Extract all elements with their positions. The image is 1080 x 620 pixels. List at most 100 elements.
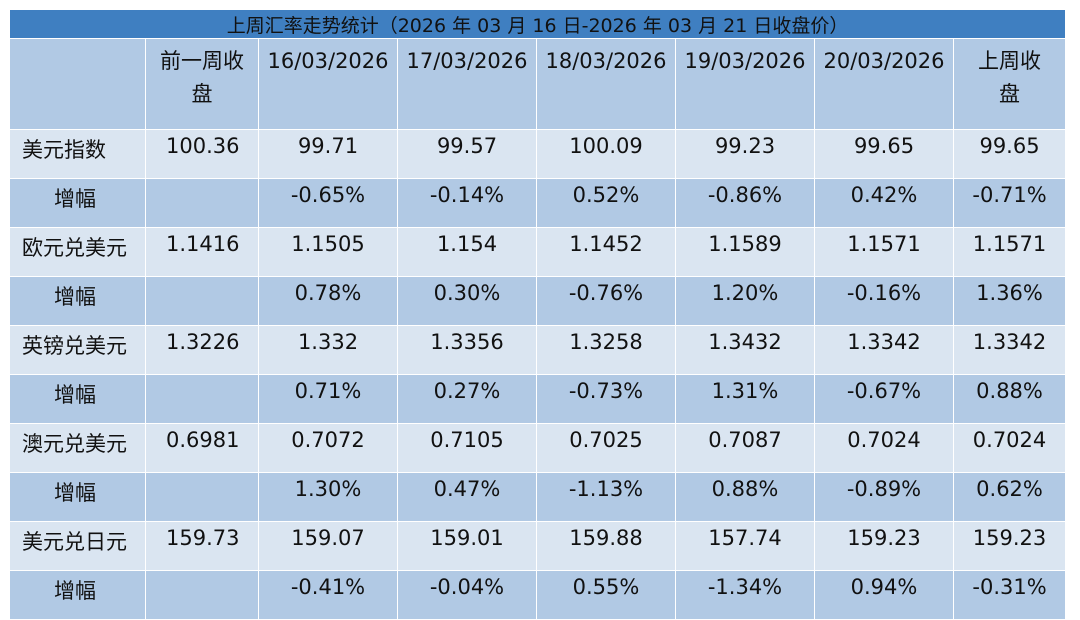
day-value-cell: -0.14% <box>397 178 537 228</box>
prev-close-cell <box>145 276 259 326</box>
day-value-cell: 1.31% <box>675 374 815 424</box>
last-close-cell: 1.3342 <box>952 325 1067 375</box>
day-value-cell: -0.73% <box>536 374 676 424</box>
day-value-cell: 1.1505 <box>258 227 398 277</box>
last-close-cell: 99.65 <box>952 129 1067 179</box>
row-label: 美元兑日元 <box>9 521 146 571</box>
day-value-cell: -0.04% <box>397 570 537 620</box>
last-close-cell: 159.23 <box>952 521 1067 571</box>
table-row: 美元兑日元 159.73 159.07 159.01 159.88 157.74 159.2… <box>9 521 1067 571</box>
table-row: 增幅 0.78% 0.30% -0.76% 1.20% -0.16% 1.36% <box>9 276 1067 326</box>
header-last-close: 上周收盘 <box>952 38 1067 130</box>
row-label: 增幅 <box>9 570 146 620</box>
day-value-cell: 99.23 <box>675 129 815 179</box>
day-value-cell: 0.27% <box>397 374 537 424</box>
last-close-cell: 0.88% <box>952 374 1067 424</box>
row-label: 澳元兑美元 <box>9 423 146 473</box>
day-value-cell: -0.65% <box>258 178 398 228</box>
last-close-cell: 0.7024 <box>952 423 1067 473</box>
day-value-cell: 0.55% <box>536 570 676 620</box>
day-value-cell: -1.13% <box>536 472 676 522</box>
day-value-cell: 0.7087 <box>675 423 815 473</box>
day-value-cell: 1.30% <box>258 472 398 522</box>
day-value-cell: 0.94% <box>814 570 954 620</box>
day-value-cell: 0.52% <box>536 178 676 228</box>
header-date: 17/03/2026 <box>397 38 537 130</box>
table-body: 美元指数 100.36 99.71 99.57 100.09 99.23 99.65 99.6… <box>9 129 1067 620</box>
header-date: 18/03/2026 <box>536 38 676 130</box>
header-date: 16/03/2026 <box>258 38 398 130</box>
table-row: 英镑兑美元 1.3226 1.332 1.3356 1.3258 1.3432 1.3342… <box>9 325 1067 375</box>
day-value-cell: 1.3342 <box>814 325 954 375</box>
prev-close-cell: 1.3226 <box>145 325 259 375</box>
table-row: 增幅 -0.41% -0.04% 0.55% -1.34% 0.94% -0.31% <box>9 570 1067 620</box>
prev-close-cell <box>145 178 259 228</box>
day-value-cell: 0.30% <box>397 276 537 326</box>
row-label: 增幅 <box>9 374 146 424</box>
day-value-cell: -0.76% <box>536 276 676 326</box>
last-close-cell: -0.31% <box>952 570 1067 620</box>
day-value-cell: 157.74 <box>675 521 815 571</box>
prev-close-cell: 0.6981 <box>145 423 259 473</box>
day-value-cell: 99.57 <box>397 129 537 179</box>
table-row: 澳元兑美元 0.6981 0.7072 0.7105 0.7025 0.7087 0.702… <box>9 423 1067 473</box>
table-row: 欧元兑美元 1.1416 1.1505 1.154 1.1452 1.1589 1.1571… <box>9 227 1067 277</box>
prev-close-cell <box>145 570 259 620</box>
day-value-cell: 1.20% <box>675 276 815 326</box>
day-value-cell: 1.154 <box>397 227 537 277</box>
table-row: 增幅 -0.65% -0.14% 0.52% -0.86% 0.42% -0.71% <box>9 178 1067 228</box>
last-close-cell: 0.62% <box>952 472 1067 522</box>
day-value-cell: -0.89% <box>814 472 954 522</box>
table-row: 增幅 1.30% 0.47% -1.13% 0.88% -0.89% 0.62% <box>9 472 1067 522</box>
day-value-cell: 99.65 <box>814 129 954 179</box>
prev-close-cell: 100.36 <box>145 129 259 179</box>
prev-close-cell: 159.73 <box>145 521 259 571</box>
day-value-cell: 0.7024 <box>814 423 954 473</box>
prev-close-cell: 1.1416 <box>145 227 259 277</box>
day-value-cell: 1.3356 <box>397 325 537 375</box>
header-corner <box>9 38 146 130</box>
last-close-cell: -0.71% <box>952 178 1067 228</box>
fx-weekly-table-container: 上周汇率走势统计（2026 年 03 月 16 日-2026 年 03 月 21… <box>8 9 1067 620</box>
title-row: 上周汇率走势统计（2026 年 03 月 16 日-2026 年 03 月 21… <box>8 9 1067 39</box>
prev-close-cell <box>145 472 259 522</box>
header-date: 19/03/2026 <box>675 38 815 130</box>
header-prev-close: 前一周收盘 <box>145 38 259 130</box>
table-row: 美元指数 100.36 99.71 99.57 100.09 99.23 99.65 99.6… <box>9 129 1067 179</box>
table-row: 增幅 0.71% 0.27% -0.73% 1.31% -0.67% 0.88% <box>9 374 1067 424</box>
day-value-cell: -0.41% <box>258 570 398 620</box>
table-title: 上周汇率走势统计（2026 年 03 月 16 日-2026 年 03 月 21… <box>8 9 1067 39</box>
day-value-cell: 0.71% <box>258 374 398 424</box>
day-value-cell: 1.1589 <box>675 227 815 277</box>
row-label: 欧元兑美元 <box>9 227 146 277</box>
day-value-cell: 1.1571 <box>814 227 954 277</box>
row-label: 美元指数 <box>9 129 146 179</box>
day-value-cell: 0.78% <box>258 276 398 326</box>
day-value-cell: 159.07 <box>258 521 398 571</box>
day-value-cell: 0.7072 <box>258 423 398 473</box>
header-date: 20/03/2026 <box>814 38 954 130</box>
row-label: 英镑兑美元 <box>9 325 146 375</box>
day-value-cell: 0.7025 <box>536 423 676 473</box>
header-row: 前一周收盘 16/03/2026 17/03/2026 18/03/2026 1… <box>9 38 1067 130</box>
day-value-cell: 0.88% <box>675 472 815 522</box>
day-value-cell: 99.71 <box>258 129 398 179</box>
day-value-cell: -0.86% <box>675 178 815 228</box>
row-label: 增幅 <box>9 472 146 522</box>
row-label: 增幅 <box>9 276 146 326</box>
day-value-cell: -0.16% <box>814 276 954 326</box>
day-value-cell: 1.3432 <box>675 325 815 375</box>
day-value-cell: 0.42% <box>814 178 954 228</box>
last-close-cell: 1.1571 <box>952 227 1067 277</box>
last-close-cell: 1.36% <box>952 276 1067 326</box>
day-value-cell: 159.01 <box>397 521 537 571</box>
day-value-cell: 1.332 <box>258 325 398 375</box>
row-label: 增幅 <box>9 178 146 228</box>
fx-weekly-table: 上周汇率走势统计（2026 年 03 月 16 日-2026 年 03 月 21… <box>8 9 1067 620</box>
day-value-cell: -1.34% <box>675 570 815 620</box>
day-value-cell: 0.7105 <box>397 423 537 473</box>
day-value-cell: 1.1452 <box>536 227 676 277</box>
day-value-cell: -0.67% <box>814 374 954 424</box>
day-value-cell: 159.88 <box>536 521 676 571</box>
day-value-cell: 1.3258 <box>536 325 676 375</box>
